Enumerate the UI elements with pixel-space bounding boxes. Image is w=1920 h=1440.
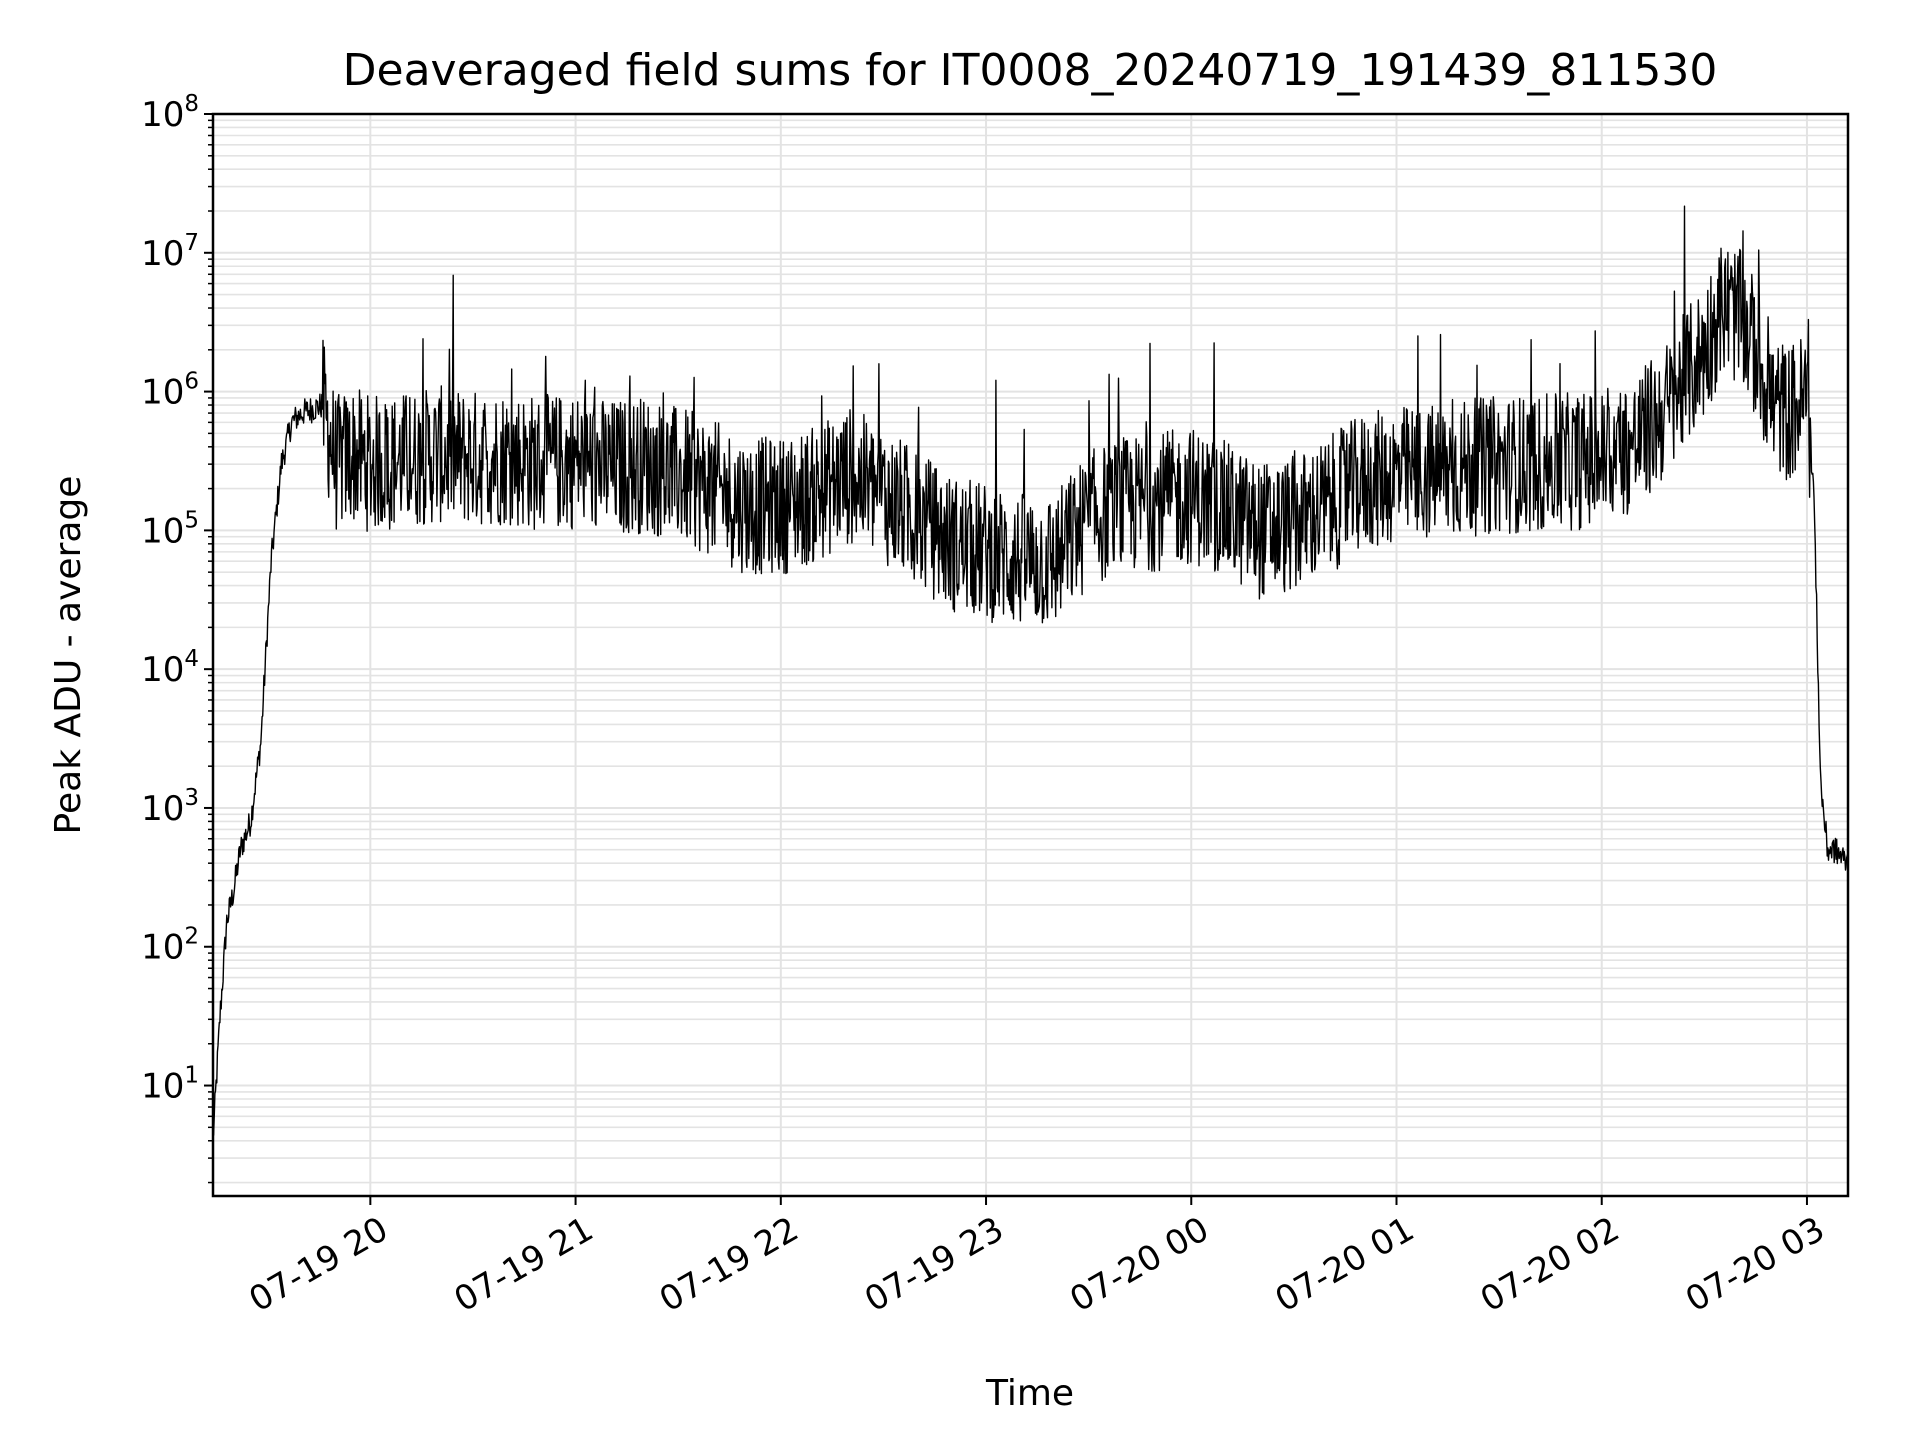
- y-tick-label: 102: [141, 924, 199, 968]
- plot-frame: [211, 112, 1850, 1198]
- y-tick-label: 107: [141, 230, 199, 274]
- plot-area: [213, 205, 1848, 1137]
- y-tick-label: 101: [141, 1063, 199, 1107]
- y-tick-label: 108: [141, 91, 199, 135]
- grid-lines: [213, 113, 1848, 1196]
- series-line-peak-adu: [213, 205, 1848, 1137]
- y-tick-label: 106: [141, 369, 199, 413]
- y-axis: 101 102 103 104 105 106 107 108: [141, 91, 213, 1184]
- x-axis-label: Time: [985, 1373, 1074, 1414]
- y-tick-label: 105: [141, 507, 199, 551]
- y-tick-label: 104: [141, 646, 199, 690]
- chart-title: Deaveraged field sums for IT0008_2024071…: [343, 45, 1718, 96]
- y-axis-label: Peak ADU - average: [48, 476, 89, 835]
- y-tick-label: 103: [141, 785, 199, 829]
